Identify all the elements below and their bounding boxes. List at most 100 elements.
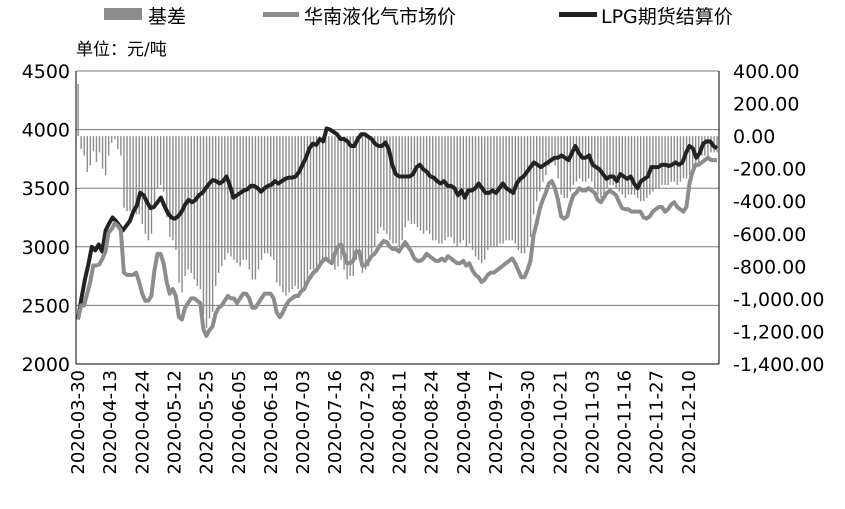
- basis-bar: [554, 136, 556, 166]
- basis-bar: [282, 136, 284, 293]
- right-tick-label: -800.00: [733, 256, 806, 278]
- x-tick-label: 2020-03-30: [68, 370, 89, 475]
- basis-bar: [560, 136, 562, 195]
- basis-bar: [639, 136, 642, 202]
- basis-bar: [597, 136, 599, 195]
- basis-bar: [716, 136, 718, 153]
- basis-bar: [685, 136, 688, 179]
- basis-bar: [383, 136, 385, 231]
- left-tick-label: 2000: [22, 354, 70, 376]
- right-tick-label: -200.00: [733, 159, 806, 181]
- legend-swatch-lpg-futures: [559, 12, 597, 17]
- basis-bar: [208, 136, 211, 319]
- basis-bar: [346, 136, 348, 280]
- x-tick-label: 2020-09-30: [518, 370, 539, 475]
- basis-bar: [159, 136, 162, 185]
- basis-bar: [673, 136, 675, 182]
- basis-bar: [325, 136, 327, 260]
- basis-bar: [334, 136, 336, 270]
- basis-bar: [331, 136, 333, 264]
- basis-bar: [523, 136, 526, 254]
- basis-bar: [303, 136, 306, 286]
- x-tick-label: 2020-05-25: [197, 370, 218, 475]
- basis-bar: [627, 136, 630, 195]
- basis-bar: [636, 136, 639, 198]
- basis-bar: [419, 136, 422, 231]
- basis-bar: [114, 136, 116, 140]
- basis-bar: [163, 136, 165, 192]
- basis-bar: [129, 136, 131, 211]
- basis-bar: [224, 136, 226, 260]
- basis-bar: [169, 136, 171, 238]
- basis-bar: [664, 136, 666, 185]
- basis-bar: [615, 136, 617, 189]
- x-tick-label: 2020-06-05: [229, 370, 250, 475]
- right-tick-label: -1,000.00: [733, 289, 824, 311]
- basis-bar: [257, 136, 260, 270]
- basis-bar: [480, 136, 483, 264]
- basis-bar: [624, 136, 627, 198]
- basis-bar: [230, 136, 232, 257]
- basis-bar: [202, 136, 205, 316]
- basis-bar: [364, 136, 367, 270]
- basis-bar: [135, 136, 137, 215]
- basis-bar: [444, 136, 446, 241]
- basis-bar: [297, 136, 299, 290]
- basis-bar: [248, 136, 251, 270]
- basis-bar: [123, 136, 125, 208]
- basis-bar: [86, 136, 88, 172]
- basis-bar: [432, 136, 434, 241]
- south-china-price-line: [76, 155, 717, 338]
- legend-item-lpg-futures: LPG期货结算价: [559, 6, 733, 28]
- basis-bar: [520, 136, 523, 254]
- basis-bar: [175, 136, 177, 251]
- basis-bar: [205, 136, 208, 329]
- basis-bar: [211, 136, 214, 312]
- basis-bar: [413, 136, 416, 225]
- basis-bar: [245, 136, 247, 260]
- basis-bar: [321, 136, 324, 260]
- basis-bar: [254, 136, 257, 280]
- basis-bar: [190, 136, 192, 273]
- basis-bar: [107, 136, 110, 156]
- basis-bar: [517, 136, 520, 251]
- legend-item-south-china-price: 华南液化气市场价: [263, 6, 456, 28]
- x-tick-label: 2020-08-11: [390, 370, 411, 475]
- right-tick-label: -400.00: [733, 191, 806, 213]
- basis-bar: [340, 136, 342, 260]
- basis-bar: [704, 136, 706, 156]
- basis-bar: [239, 136, 241, 267]
- basis-bar: [502, 136, 504, 244]
- x-tick-label: 2020-08-24: [422, 370, 443, 475]
- basis-bar: [649, 136, 651, 195]
- basis-bar: [147, 136, 150, 241]
- basis-bar: [150, 136, 153, 234]
- basis-bar: [545, 136, 547, 176]
- basis-bar: [575, 136, 578, 182]
- price-lines: [76, 126, 719, 338]
- basis-bar: [260, 136, 263, 260]
- basis-bar: [643, 136, 645, 202]
- basis-bar: [658, 136, 660, 189]
- basis-bar: [679, 136, 682, 182]
- legend-swatch-basis: [104, 8, 142, 20]
- basis-bar: [306, 136, 309, 280]
- basis-bar: [104, 136, 107, 176]
- basis-bar: [337, 136, 339, 267]
- basis-bar: [630, 136, 633, 195]
- basis-bar: [609, 136, 611, 185]
- basis-bar: [273, 136, 275, 260]
- basis-bar: [266, 136, 269, 254]
- basis-bar: [300, 136, 302, 290]
- basis-bar: [221, 136, 223, 267]
- basis-bar: [422, 136, 425, 234]
- basis-bar: [270, 136, 272, 257]
- x-tick-label: 2020-11-16: [615, 370, 636, 475]
- basis-bar: [101, 136, 104, 169]
- basis-bar: [539, 136, 541, 192]
- basis-bar: [89, 136, 92, 166]
- basis-bar: [199, 136, 202, 290]
- basis-bar: [276, 136, 278, 283]
- basis-bar: [291, 136, 293, 290]
- basis-bar: [542, 136, 544, 182]
